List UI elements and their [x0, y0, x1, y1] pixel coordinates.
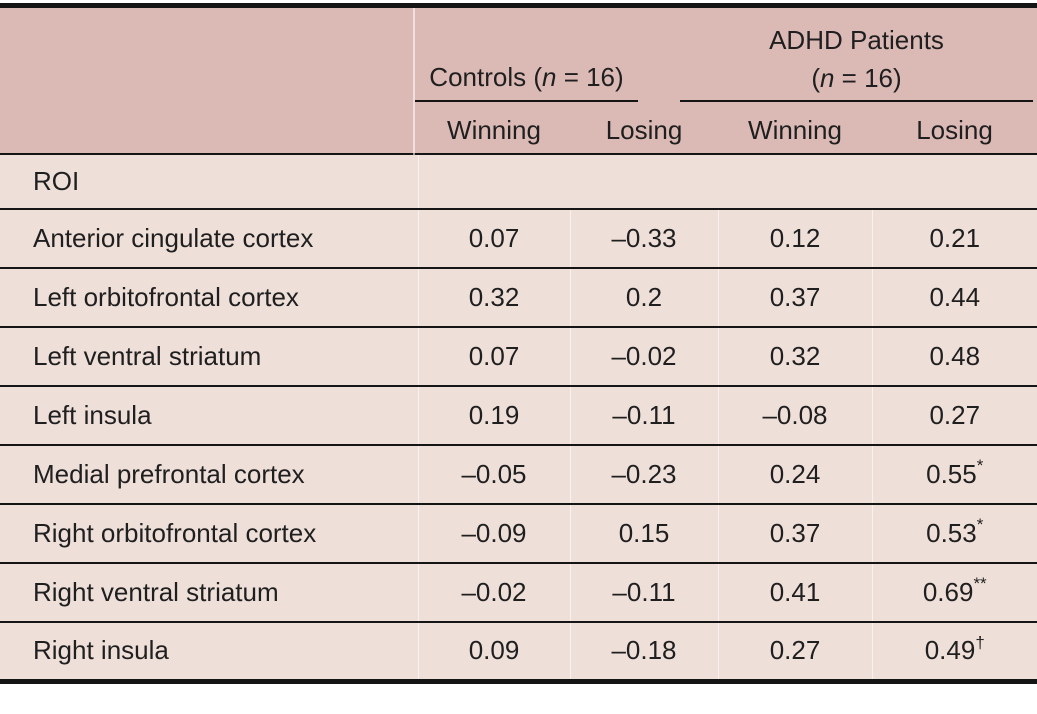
table-row: Left insula 0.19 –0.11 –0.08 0.27 — [0, 386, 1037, 446]
cell-value: –0.08 — [717, 386, 872, 446]
cell-value: –0.02 — [417, 563, 570, 623]
significance-marker: ** — [973, 574, 987, 594]
table-row: Right ventral striatum –0.02 –0.11 0.41 … — [0, 563, 1037, 623]
roi-label: Right insula — [0, 622, 418, 684]
table-row: Anterior cingulate cortex 0.07 –0.33 0.1… — [0, 209, 1037, 269]
adhd-group-label: ADHD Patients — [769, 25, 944, 55]
cell-value: 0.37 — [717, 504, 872, 564]
table-header: Controls (n = 16) ADHD Patients (n = 16)… — [0, 8, 1037, 155]
cell-value: 0.12 — [717, 209, 872, 269]
roi-label: Anterior cingulate cortex — [0, 209, 418, 269]
controls-spanner-rule — [415, 100, 638, 102]
cell-value: 0.27 — [871, 386, 1037, 446]
cell-value: 0.37 — [717, 268, 872, 328]
roi-label: Medial prefrontal cortex — [0, 445, 418, 505]
cell-value: 0.07 — [417, 209, 570, 269]
controls-group-label: Controls ( — [429, 62, 542, 92]
roi-header-label: ROI — [0, 155, 418, 210]
cell-value: –0.23 — [569, 445, 718, 505]
cell-value: –0.05 — [417, 445, 570, 505]
column-divider-line — [413, 8, 415, 155]
roi-label: Right ventral striatum — [0, 563, 418, 623]
roi-label: Right orbitofrontal cortex — [0, 504, 418, 564]
cell-value: –0.09 — [417, 504, 570, 564]
table-row: Right orbitofrontal cortex –0.09 0.15 0.… — [0, 504, 1037, 564]
controls-n-symbol: n — [542, 62, 557, 92]
cell-value: 0.15 — [569, 504, 718, 564]
cell-value: 0.69** — [871, 563, 1037, 623]
subheader-controls-losing: Losing — [605, 115, 683, 145]
cell-value: –0.02 — [569, 327, 718, 387]
cell-value: 0.2 — [569, 268, 718, 328]
adhd-n-symbol: n — [819, 63, 835, 93]
cell-value: 0.49† — [871, 622, 1037, 684]
cell-value: 0.07 — [417, 327, 570, 387]
roi-label: Left orbitofrontal cortex — [0, 268, 418, 328]
subheader-adhd-winning: Winning — [748, 115, 842, 145]
subheader-controls-winning: Winning — [447, 115, 541, 145]
table-row: Left ventral striatum 0.07 –0.02 0.32 0.… — [0, 327, 1037, 387]
subheader-adhd-losing: Losing — [916, 115, 993, 145]
cell-value: 0.44 — [871, 268, 1037, 328]
controls-n-count: = 16) — [556, 62, 624, 92]
adhd-spanner-rule — [680, 100, 1033, 102]
cell-value: 0.53* — [871, 504, 1037, 564]
cell-value: –0.11 — [569, 386, 718, 446]
column-group-controls: Controls (n = 16) — [415, 64, 638, 90]
significance-marker: † — [975, 632, 985, 652]
significance-marker: * — [976, 515, 984, 535]
significance-marker: * — [976, 456, 984, 476]
adhd-group-n: (n = 16) — [811, 63, 902, 93]
cell-value: –0.18 — [569, 622, 718, 684]
table-body: ROI Anterior cingulate cortex 0.07 –0.33… — [0, 155, 1037, 684]
roi-label: Left insula — [0, 386, 418, 446]
roi-header-row: ROI — [0, 155, 1037, 210]
cell-value: –0.33 — [569, 209, 718, 269]
cell-value: 0.21 — [871, 209, 1037, 269]
cell-value: 0.19 — [417, 386, 570, 446]
column-group-adhd: ADHD Patients (n = 16) — [680, 21, 1033, 97]
roi-label: Left ventral striatum — [0, 327, 418, 387]
cell-value: 0.32 — [417, 268, 570, 328]
cell-value: –0.11 — [569, 563, 718, 623]
roi-correlation-table: Controls (n = 16) ADHD Patients (n = 16)… — [0, 3, 1037, 684]
cell-value: 0.32 — [717, 327, 872, 387]
table-row: Medial prefrontal cortex –0.05 –0.23 0.2… — [0, 445, 1037, 505]
table-row: Right insula 0.09 –0.18 0.27 0.49† — [0, 622, 1037, 684]
adhd-n-count: = 16) — [834, 63, 902, 93]
cell-value: 0.48 — [871, 327, 1037, 387]
cell-value: 0.41 — [717, 563, 872, 623]
cell-value: 0.24 — [717, 445, 872, 505]
table-row: Left orbitofrontal cortex 0.32 0.2 0.37 … — [0, 268, 1037, 328]
cell-value: 0.09 — [417, 622, 570, 684]
roi-header-spacer — [417, 155, 1037, 210]
cell-value: 0.27 — [717, 622, 872, 684]
cell-value: 0.55* — [871, 445, 1037, 505]
